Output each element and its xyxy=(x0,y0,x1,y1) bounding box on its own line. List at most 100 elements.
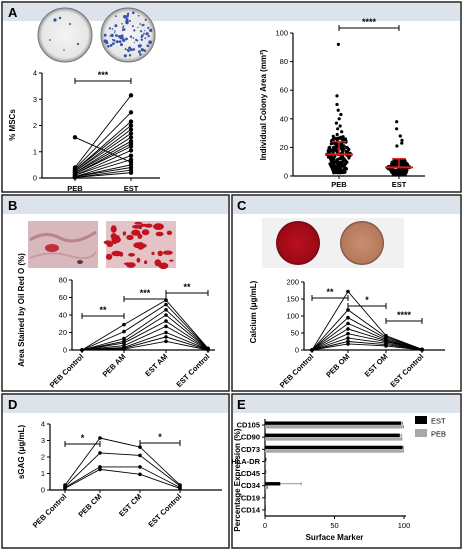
marker-label: CD73 xyxy=(241,445,260,454)
series-line xyxy=(311,322,423,351)
colony-point xyxy=(395,144,399,148)
colony-dot xyxy=(115,15,117,17)
lipid-droplet xyxy=(115,235,120,240)
marker-label: CD19 xyxy=(241,493,260,502)
colony-point xyxy=(336,42,340,47)
data-point xyxy=(128,135,134,140)
colony-point xyxy=(335,150,339,154)
data-point xyxy=(72,135,78,140)
data-point xyxy=(164,308,168,312)
y-tick-label: 2 xyxy=(41,453,45,462)
series-line xyxy=(64,468,181,489)
x-category-label: PEB xyxy=(67,184,83,193)
colony-dot xyxy=(122,38,126,42)
data-point xyxy=(420,348,424,352)
colony-dot xyxy=(114,30,116,32)
colony-dot xyxy=(129,19,131,22)
paired-line xyxy=(74,133,132,172)
significance-label: **** xyxy=(362,17,377,27)
colony-point xyxy=(344,159,348,163)
bar xyxy=(265,425,403,429)
colony-dot xyxy=(132,37,135,39)
colony-point xyxy=(336,127,340,131)
data-point xyxy=(128,170,134,175)
panel-label-e: E xyxy=(237,397,246,412)
colony-point xyxy=(332,136,336,140)
panel-b-band xyxy=(3,196,228,214)
colony-point xyxy=(339,156,343,161)
colony-dot xyxy=(132,11,135,14)
colony-dot xyxy=(107,45,110,48)
colony-point xyxy=(331,167,335,171)
colony-point xyxy=(339,135,343,139)
x-tick-label: 0 xyxy=(263,521,267,530)
colony-point xyxy=(335,132,339,137)
lipid-droplet xyxy=(138,224,142,230)
colony-dot xyxy=(111,28,114,30)
paired-line xyxy=(74,136,132,163)
colony-point xyxy=(328,162,332,166)
calcium-dish-est-photo xyxy=(340,221,384,265)
y-tick-label: 1 xyxy=(33,147,37,156)
series-line xyxy=(81,309,209,351)
lipid-droplet xyxy=(133,242,144,249)
x-category-label: PEB Control xyxy=(31,492,69,530)
colony-dot xyxy=(138,50,141,54)
series-line xyxy=(81,299,209,351)
series-line xyxy=(311,343,423,351)
data-point xyxy=(384,344,388,348)
lipid-droplet xyxy=(141,229,150,236)
colony-point xyxy=(332,164,336,168)
colony-dot xyxy=(147,35,150,38)
lipid-droplet xyxy=(123,262,132,266)
y-tick-label: 60 xyxy=(280,86,288,95)
data-point xyxy=(178,486,182,491)
lipid-droplet xyxy=(119,251,124,257)
bar xyxy=(265,449,403,453)
colony-dot xyxy=(129,54,132,57)
series-line xyxy=(311,317,423,351)
panel-c-border xyxy=(231,194,462,392)
data-point xyxy=(128,127,134,132)
legend-label: PEB xyxy=(431,430,446,439)
colony-dot xyxy=(114,24,118,28)
x-axis-title: Surface Marker xyxy=(306,533,364,542)
lipid-droplet xyxy=(128,253,136,257)
paired-line xyxy=(74,167,132,178)
colony-dot xyxy=(129,35,133,38)
chart-d: 0 1 2 3 4 sGAG (μg/mL) PEB Control PEB CM EST CM… xyxy=(17,420,222,530)
colony-point xyxy=(335,158,339,162)
bar xyxy=(265,469,266,474)
colony-dot xyxy=(124,48,127,51)
bar xyxy=(265,473,266,477)
data-point xyxy=(98,467,102,472)
data-point xyxy=(122,341,126,345)
y-tick-label: 50 xyxy=(291,329,299,338)
colony-point xyxy=(327,155,331,159)
colony-dot xyxy=(139,44,142,47)
data-point xyxy=(164,313,168,317)
paired-line xyxy=(74,112,132,170)
data-point xyxy=(128,144,134,149)
data-point xyxy=(122,322,126,327)
colony-point xyxy=(343,167,347,171)
lipid-droplet xyxy=(111,250,122,257)
colony-dot xyxy=(122,25,125,28)
paired-line xyxy=(74,150,132,176)
colony-point xyxy=(334,146,338,150)
colony-point xyxy=(399,173,403,177)
panel-b-border xyxy=(1,194,230,392)
lipid-droplet xyxy=(122,231,127,236)
x-category-label: PEB AM xyxy=(101,352,128,379)
lipid-droplet xyxy=(110,225,117,233)
panel-label-a: A xyxy=(8,5,18,20)
data-point xyxy=(164,319,168,323)
data-point xyxy=(72,175,78,180)
lipid-droplet xyxy=(158,262,169,270)
colony-point xyxy=(335,94,339,98)
x-tick-label: 100 xyxy=(398,521,411,530)
panel-e-band xyxy=(233,395,460,413)
y-tick-label: 20 xyxy=(280,143,288,152)
bar xyxy=(265,461,266,465)
colony-dot xyxy=(122,26,124,29)
